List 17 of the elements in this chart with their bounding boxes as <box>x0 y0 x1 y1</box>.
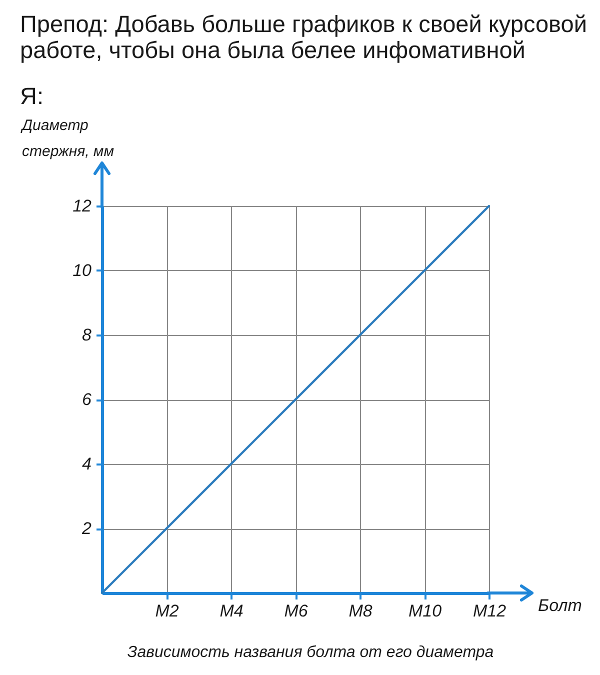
x-tick-label: M8 <box>348 602 373 620</box>
y-tick-label: 2 <box>81 519 92 538</box>
y-tick-label: 6 <box>82 390 92 409</box>
x-tick-label: M2 <box>155 602 180 620</box>
chart-subtitle: Я: <box>20 83 44 109</box>
y-axis-title: Диаметр стержня, мм <box>20 117 114 160</box>
x-axis-title: Болт <box>538 596 582 615</box>
y-tick-label: 10 <box>72 261 92 280</box>
y-tick-label: 8 <box>82 326 92 344</box>
x-tick-label: M4 <box>220 602 244 620</box>
y-tick-label: 4 <box>82 454 92 474</box>
x-tick-label: M12 <box>472 602 507 620</box>
y-tick-label: 12 <box>72 196 92 216</box>
chart-title: Препод: Добавь больше графиков к своей курсовой работе, чтобы она была белее инфомативной <box>20 11 587 63</box>
text: Зависимость названия болта от его диаметра <box>127 644 494 661</box>
x-tick-label: M6 <box>284 602 308 620</box>
x-tick-label: M10 <box>408 602 442 620</box>
